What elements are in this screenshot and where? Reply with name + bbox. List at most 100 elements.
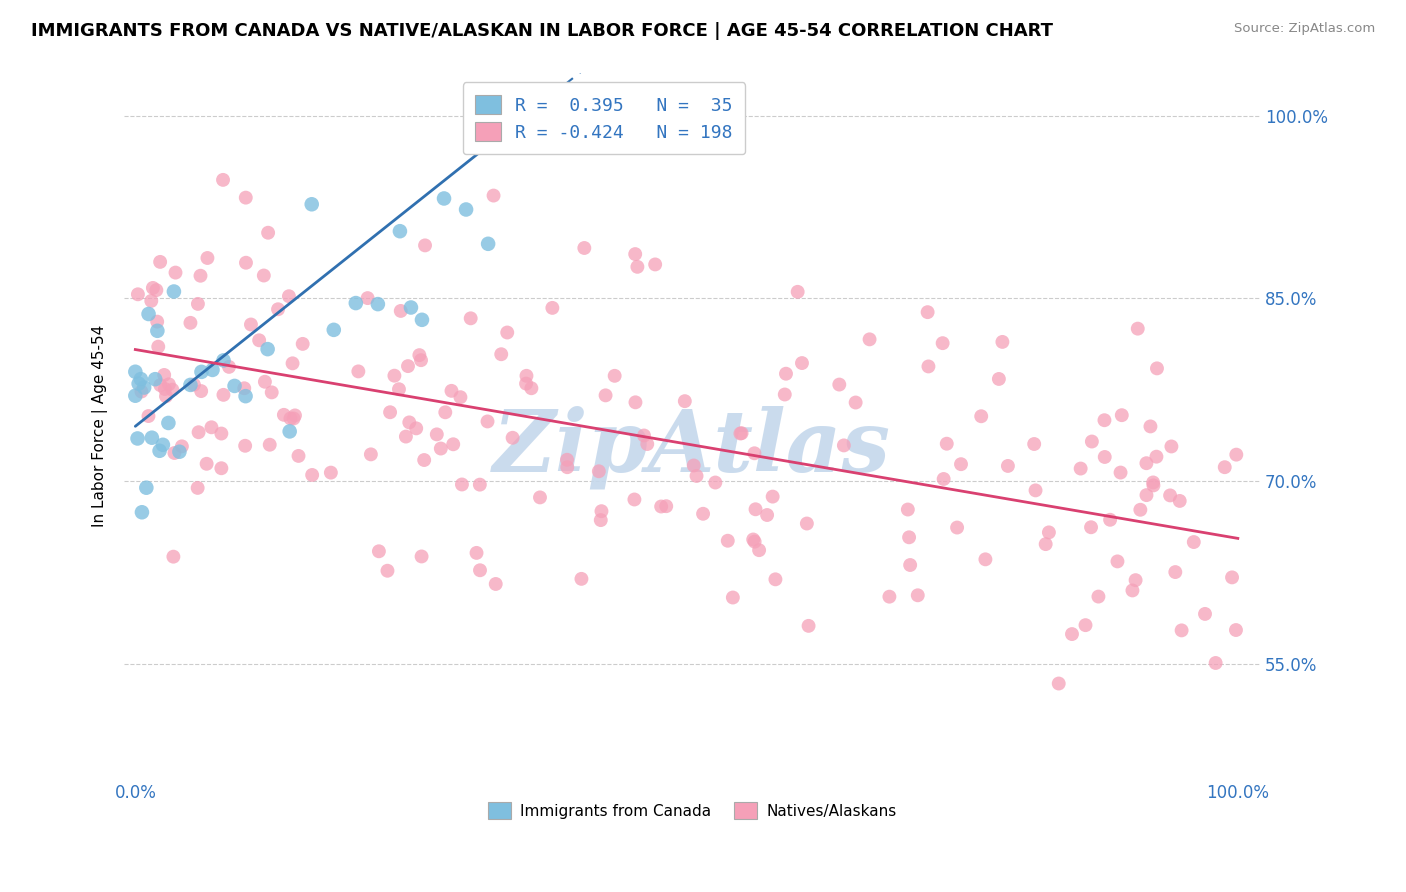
Point (197, 251, 219, 265)
Point (1142, 478, 1164, 492)
Point (291, 337, 314, 351)
Point (209, 426, 232, 441)
Point (515, 376, 537, 391)
Point (169, 444, 191, 458)
Point (260, 385, 283, 400)
Point (1094, 413, 1116, 427)
Point (146, 315, 169, 329)
Point (529, 491, 551, 505)
Point (344, 296, 367, 310)
Point (685, 469, 707, 483)
Point (212, 388, 235, 402)
Point (209, 461, 232, 475)
Point (907, 588, 929, 602)
Point (624, 395, 647, 409)
Point (165, 266, 187, 280)
Point (897, 502, 920, 516)
Point (1024, 437, 1046, 451)
Point (704, 475, 727, 490)
Point (277, 289, 299, 303)
Point (1099, 513, 1122, 527)
Point (773, 387, 796, 401)
Point (153, 368, 176, 382)
Point (623, 492, 645, 507)
Point (762, 490, 785, 504)
Point (555, 460, 578, 475)
Point (162, 549, 184, 564)
Point (441, 437, 464, 451)
Point (148, 340, 170, 354)
Point (433, 191, 456, 205)
Point (378, 405, 401, 419)
Point (1035, 537, 1057, 551)
Point (1109, 466, 1132, 480)
Point (190, 268, 212, 283)
Point (765, 572, 787, 586)
Point (267, 302, 290, 317)
Point (124, 365, 146, 379)
Point (742, 533, 765, 547)
Point (790, 356, 813, 370)
Point (1144, 450, 1167, 464)
Point (721, 591, 744, 605)
Point (360, 447, 382, 461)
Point (748, 543, 770, 558)
Point (1060, 627, 1083, 641)
Point (131, 505, 153, 519)
Point (430, 442, 453, 456)
Point (636, 437, 658, 451)
Point (1047, 676, 1070, 690)
Point (190, 384, 212, 398)
Point (468, 563, 491, 577)
Point (879, 590, 901, 604)
Point (1087, 590, 1109, 604)
Point (405, 421, 427, 435)
Point (589, 513, 612, 527)
Point (898, 558, 921, 572)
Point (259, 438, 281, 452)
Point (129, 372, 152, 386)
Point (828, 377, 851, 392)
Point (152, 438, 174, 452)
Point (845, 395, 868, 409)
Point (1135, 488, 1157, 502)
Point (128, 376, 150, 391)
Point (987, 372, 1010, 386)
Point (141, 431, 163, 445)
Point (603, 368, 626, 383)
Point (489, 347, 512, 361)
Point (163, 446, 186, 460)
Point (1194, 607, 1216, 621)
Point (460, 311, 482, 326)
Point (145, 283, 167, 297)
Point (588, 464, 610, 478)
Point (626, 260, 648, 274)
Point (932, 472, 955, 486)
Point (347, 364, 370, 378)
Point (1170, 624, 1192, 638)
Point (624, 247, 647, 261)
Point (673, 394, 696, 409)
Point (153, 382, 176, 396)
Point (633, 428, 655, 442)
Point (187, 297, 209, 311)
Point (796, 516, 818, 531)
Point (744, 446, 766, 460)
Point (555, 452, 578, 467)
Point (233, 439, 256, 453)
Point (541, 301, 564, 315)
Point (898, 530, 921, 544)
Point (571, 572, 593, 586)
Point (502, 431, 524, 445)
Point (138, 409, 160, 423)
Point (278, 425, 301, 439)
Point (797, 619, 820, 633)
Point (468, 477, 491, 491)
Point (146, 324, 169, 338)
Point (1126, 321, 1149, 335)
Point (917, 305, 939, 319)
Point (235, 389, 257, 403)
Point (477, 414, 499, 428)
Point (143, 372, 166, 386)
Point (163, 285, 186, 299)
